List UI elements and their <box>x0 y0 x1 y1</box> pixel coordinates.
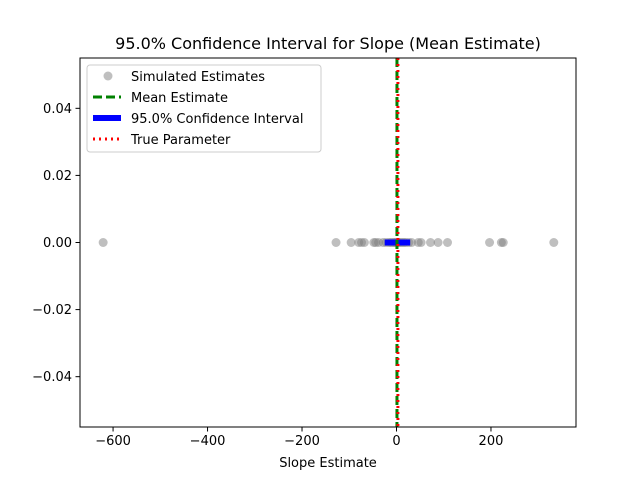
data-point <box>346 238 356 247</box>
data-point <box>416 238 426 247</box>
legend-box <box>86 64 322 153</box>
legend-label-mean-estimate: Mean Estimate <box>131 91 228 106</box>
data-point <box>498 238 508 247</box>
x-axis-label: Slope Estimate <box>279 456 377 471</box>
y-axis: −0.04 −0.02 0.00 0.02 0.04 <box>32 102 80 385</box>
data-point <box>433 238 443 247</box>
x-tick-label: −600 <box>95 434 131 449</box>
y-tick-label: −0.02 <box>32 303 72 318</box>
legend-label-true-parameter: True Parameter <box>130 133 231 148</box>
x-tick-label: −200 <box>284 434 320 449</box>
data-point <box>98 238 108 247</box>
legend: Simulated Estimates Mean Estimate 95.0% … <box>86 64 322 153</box>
y-tick-label: 0.02 <box>43 169 72 184</box>
legend-marker-simulated-estimates <box>103 71 113 81</box>
data-point <box>359 238 369 247</box>
y-tick-label: 0.00 <box>43 236 72 251</box>
data-point <box>443 238 453 247</box>
data-point <box>426 238 436 247</box>
x-tick-label: 0 <box>392 434 400 449</box>
chart-marks <box>98 58 559 427</box>
data-point <box>549 238 559 247</box>
x-tick-label: −400 <box>190 434 226 449</box>
chart-title: 95.0% Confidence Interval for Slope (Mea… <box>115 34 541 53</box>
x-axis: −600 −400 −200 0 200 <box>95 427 503 449</box>
legend-label-confidence-interval: 95.0% Confidence Interval <box>131 112 303 127</box>
data-point <box>485 238 495 247</box>
legend-label-simulated-estimates: Simulated Estimates <box>131 70 265 85</box>
y-tick-label: 0.04 <box>43 102 72 117</box>
x-tick-label: 200 <box>479 434 504 449</box>
y-tick-label: −0.04 <box>32 370 72 385</box>
data-point <box>331 238 341 247</box>
